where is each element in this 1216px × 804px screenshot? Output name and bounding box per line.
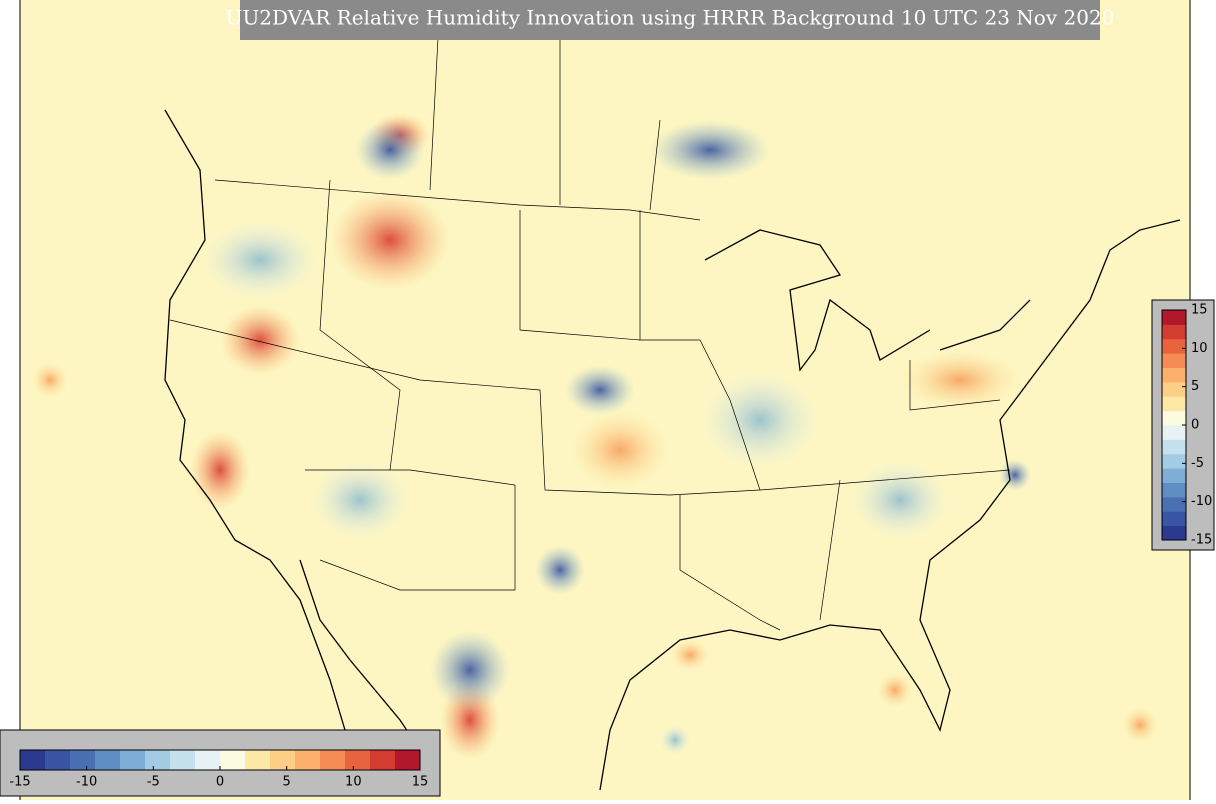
colorbar-segment: [195, 750, 221, 770]
colorbar-segment: [1162, 439, 1186, 455]
colorbar-segment: [70, 750, 96, 770]
colorbar-segment: [245, 750, 271, 770]
colorbar-segment: [320, 750, 346, 770]
colorbar-segment: [1162, 353, 1186, 368]
colorbar-segment: [1162, 310, 1186, 325]
colorbar-segment: [220, 750, 246, 770]
colorbar-tick-label: -15: [9, 775, 30, 790]
colorbar-segment: [45, 750, 71, 770]
colorbar-segment: [1162, 367, 1186, 383]
colorbar-segment: [1162, 396, 1186, 412]
colorbar-segment: [295, 750, 321, 770]
vertical-colorbar: 15 10 5 0 -5 -10 -15: [1161, 303, 1212, 548]
colorbar-tick-label: 5: [283, 775, 291, 790]
colorbar-tick-label: -10: [1191, 494, 1212, 509]
colorbar-segment: [1162, 496, 1186, 512]
borders: [169, 0, 1011, 631]
field-blobs: [32, 113, 1158, 760]
colorbar-tick-label: 15: [412, 775, 429, 790]
colorbar-segment: [1162, 453, 1186, 469]
colorbar-segment: [120, 750, 146, 770]
colorbar-tick-label: -10: [76, 775, 97, 790]
colorbar-tick-label: 0: [216, 775, 224, 790]
horizontal-colorbar: -15 -10 -5 0 5 10 15: [9, 749, 429, 790]
colorbar-segment: [1162, 324, 1186, 340]
colorbar-segment: [20, 750, 46, 770]
colorbar-segment: [1162, 525, 1186, 541]
colorbar-segment: [1162, 338, 1186, 354]
colorbar-tick-label: -5: [147, 775, 160, 790]
colorbar-segment: [270, 750, 296, 770]
colorbar-segment: [95, 750, 121, 770]
colorbar-tick-label: 0: [1191, 418, 1199, 433]
colorbar-segment: [1162, 482, 1186, 498]
colorbar-tick-label: 10: [345, 775, 362, 790]
title: UU2DVAR Relative Humidity Innovation usi…: [226, 6, 1115, 30]
colorbar-segment: [345, 750, 371, 770]
colorbar-segment: [1162, 511, 1186, 527]
colorbar-segment: [1162, 410, 1186, 426]
colorbar-tick-label: -15: [1191, 533, 1212, 548]
colorbar-segment: [170, 750, 196, 770]
colorbar-tick-label: 15: [1191, 303, 1208, 318]
colorbar-tick-label: 10: [1191, 341, 1208, 356]
colorbar-tick-label: -5: [1191, 456, 1204, 471]
coastlines: [164, 109, 1181, 791]
colorbar-segment: [1162, 381, 1186, 397]
title-box: [240, 0, 1100, 40]
colorbar-segment: [370, 750, 396, 770]
colorbar-segment: [1162, 425, 1186, 440]
colorbar-tick-label: 5: [1191, 379, 1199, 394]
colorbar-segment: [1162, 468, 1186, 483]
colorbar-segment: [395, 750, 421, 770]
colorbar-segment: [145, 750, 171, 770]
